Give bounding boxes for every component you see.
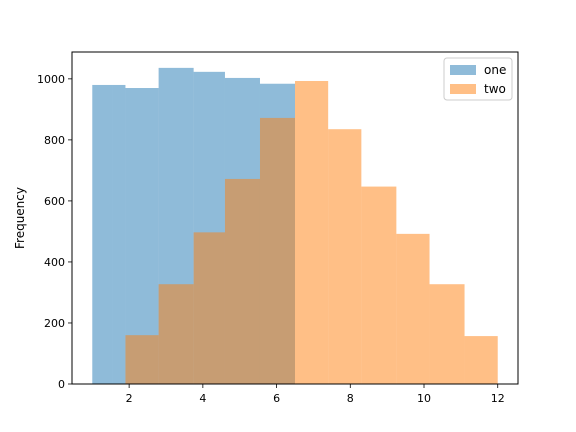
bar-one-1 <box>112 84 126 385</box>
bar-two-9 <box>429 284 465 384</box>
bar-two-1 <box>158 284 194 384</box>
bar-one-2 <box>125 88 159 384</box>
x-axis-ticks: 2 4 6 8 10 12 <box>126 384 505 405</box>
y-tick-label-0: 0 <box>58 378 65 391</box>
legend-swatch-two <box>450 84 476 94</box>
y-tick-label-600: 600 <box>44 195 65 208</box>
bar-one-0 <box>92 84 113 385</box>
legend-label-two: two <box>484 82 506 96</box>
bar-two-7 <box>361 186 397 384</box>
bar-two-4 <box>259 117 295 384</box>
bars-layer <box>92 67 498 385</box>
bar-two-3 <box>224 178 260 384</box>
y-tick-label-400: 400 <box>44 256 65 269</box>
bar-two-6 <box>328 129 362 384</box>
plot-area-border <box>71 51 519 385</box>
x-tick-label-4: 4 <box>199 392 206 405</box>
legend-swatch-one <box>450 65 476 75</box>
bar-two-0 <box>125 335 159 384</box>
bar-two-5 <box>295 80 329 385</box>
x-tick-label-12: 12 <box>491 392 505 405</box>
bar-two-8 <box>396 233 430 384</box>
legend-label-one: one <box>484 63 506 77</box>
y-tick-label-1000: 1000 <box>37 73 65 86</box>
x-tick-label-8: 8 <box>347 392 354 405</box>
bar-two-2 <box>193 232 225 384</box>
y-axis-label: Frequency <box>13 187 27 249</box>
bar-two-10 <box>464 336 498 384</box>
y-axis-ticks: 0 200 400 600 800 1000 <box>37 73 72 391</box>
axes-frame <box>71 51 519 385</box>
y-tick-label-800: 800 <box>44 134 65 147</box>
x-tick-label-6: 6 <box>273 392 280 405</box>
x-tick-label-2: 2 <box>126 392 133 405</box>
y-tick-label-200: 200 <box>44 317 65 330</box>
x-tick-label-10: 10 <box>417 392 431 405</box>
legend: one two <box>443 57 513 101</box>
